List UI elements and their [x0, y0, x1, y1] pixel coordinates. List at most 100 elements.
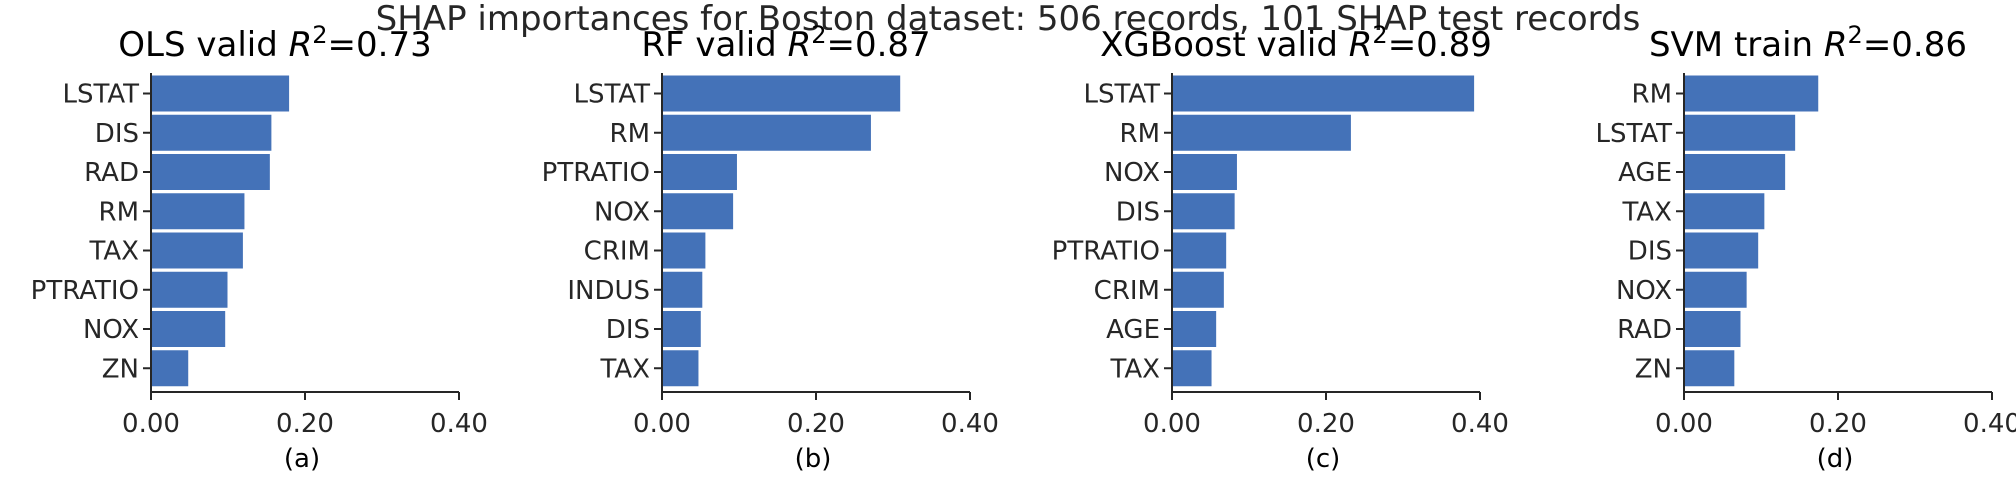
x-tick-label: 0.00: [1143, 409, 1201, 439]
x-tick-label: 0.40: [430, 409, 488, 439]
bar-ptratio: [1171, 231, 1228, 270]
category-label: TAX: [1622, 197, 1672, 227]
panel-label: (b): [795, 444, 832, 474]
x-tick-label: 0.40: [941, 409, 999, 439]
category-label: NOX: [594, 197, 650, 227]
category-label: TAX: [600, 354, 650, 384]
panel-label: (c): [1306, 444, 1341, 474]
category-label: INDUS: [567, 276, 650, 306]
panel-title-prefix: XGBoost valid: [1100, 25, 1349, 65]
panel-title-suffix: =0.73: [328, 25, 432, 65]
panel-title-suffix: =0.86: [1863, 25, 1967, 65]
category-label: CRIM: [1094, 276, 1160, 306]
bar-crim: [661, 231, 707, 270]
bar-tax: [1683, 192, 1766, 231]
panel-title: RF valid R2=0.87: [641, 21, 930, 65]
bar-zn: [150, 349, 190, 388]
panel-title-variable: R: [788, 25, 812, 65]
panel-title-prefix: OLS valid: [118, 25, 288, 65]
category-label: LSTAT: [62, 80, 139, 110]
chart-panel-1: OLS valid R2=0.73 LSTAT DIS RAD RM TAX PTRATIO…: [31, 21, 488, 474]
x-tick-label: 0.40: [1451, 409, 1509, 439]
bar-rm: [150, 192, 246, 231]
bar-zn: [1683, 349, 1736, 388]
x-tick-label: 0.00: [122, 409, 180, 439]
bar-ptratio: [661, 153, 738, 191]
panel-title-prefix: RF valid: [641, 25, 787, 65]
bar-dis: [1171, 192, 1236, 231]
panel-label: (a): [284, 444, 320, 474]
category-label: RAD: [1617, 315, 1672, 345]
panel-title: XGBoost valid R2=0.89: [1100, 21, 1492, 65]
bar-rm: [1683, 74, 1820, 113]
panel-title-suffix: =0.87: [826, 25, 930, 65]
category-label: TAX: [1110, 354, 1160, 384]
bar-tax: [661, 349, 700, 388]
bar-ptratio: [150, 270, 229, 309]
bar-rad: [150, 153, 271, 191]
category-label: CRIM: [584, 237, 650, 267]
chart-panel-2: RF valid R2=0.87 LSTAT RM PTRATIO NOX CRIM IND…: [542, 21, 999, 474]
panel-title-variable: R: [1824, 25, 1848, 65]
category-label: LSTAT: [1595, 119, 1672, 149]
panel-title-suffix: =0.89: [1388, 25, 1492, 65]
x-tick-label: 0.20: [276, 409, 334, 439]
panel-title-variable: R: [1349, 25, 1373, 65]
category-label: RM: [1120, 119, 1161, 149]
category-label: RM: [99, 197, 140, 227]
bar-rm: [1171, 113, 1352, 152]
panel-title: OLS valid R2=0.73: [118, 21, 431, 65]
bar-dis: [150, 113, 273, 152]
bar-crim: [1171, 270, 1225, 309]
x-tick-label: 0.40: [1963, 409, 2016, 439]
panel-title-superscript: 2: [1372, 21, 1387, 49]
category-label: AGE: [1106, 315, 1160, 345]
category-label: PTRATIO: [542, 158, 650, 188]
category-label: AGE: [1618, 158, 1672, 188]
category-label: NOX: [83, 315, 139, 345]
panel-title-prefix: SVM train: [1649, 25, 1824, 65]
bar-lstat: [661, 74, 902, 113]
category-label: PTRATIO: [1052, 237, 1160, 267]
bar-dis: [661, 310, 702, 348]
bar-nox: [1171, 153, 1238, 191]
category-label: NOX: [1104, 158, 1160, 188]
panel-title: SVM train R2=0.86: [1649, 21, 1967, 65]
bar-rm: [661, 113, 872, 152]
x-tick-label: 0.00: [1655, 409, 1713, 439]
bar-nox: [150, 310, 227, 348]
category-label: PTRATIO: [31, 276, 139, 306]
category-label: RAD: [84, 158, 139, 188]
bar-tax: [150, 231, 244, 270]
category-label: DIS: [1116, 197, 1160, 227]
category-label: DIS: [95, 119, 139, 149]
category-label: DIS: [606, 315, 650, 345]
bar-dis: [1683, 231, 1760, 270]
bar-nox: [1683, 270, 1748, 309]
bar-indus: [661, 270, 704, 309]
panel-title-variable: R: [289, 25, 313, 65]
category-label: ZN: [1635, 354, 1672, 384]
panel-title-superscript: 2: [1848, 21, 1863, 49]
panel-title-superscript: 2: [811, 21, 826, 49]
chart-panel-3: XGBoost valid R2=0.89 LSTAT RM NOX DIS PTRATI…: [1052, 21, 1509, 474]
category-label: LSTAT: [573, 80, 650, 110]
x-tick-label: 0.20: [1809, 409, 1867, 439]
bar-tax: [1171, 349, 1213, 388]
bar-lstat: [1683, 113, 1797, 152]
figure-title: SHAP importances for Boston dataset: 506…: [376, 0, 1641, 39]
x-tick-label: 0.00: [633, 409, 691, 439]
bar-lstat: [1171, 74, 1476, 113]
category-label: RM: [610, 119, 651, 149]
panel-title-superscript: 2: [312, 21, 327, 49]
panel-label: (d): [1817, 444, 1854, 474]
category-label: RM: [1632, 80, 1673, 110]
bar-nox: [661, 192, 735, 231]
chart-panel-4: SVM train R2=0.86 RM LSTAT AGE TAX DIS NOX RAD Z…: [1595, 21, 2016, 474]
category-label: NOX: [1616, 276, 1672, 306]
category-label: LSTAT: [1083, 80, 1160, 110]
x-tick-label: 0.20: [787, 409, 845, 439]
bar-lstat: [150, 74, 291, 113]
category-label: TAX: [89, 237, 139, 267]
